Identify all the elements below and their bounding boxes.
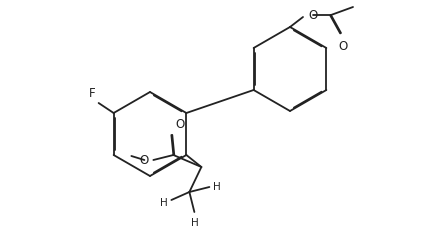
Text: H: H <box>213 181 221 191</box>
Text: O: O <box>338 40 347 53</box>
Text: H: H <box>160 197 167 207</box>
Text: O: O <box>175 118 184 131</box>
Text: F: F <box>89 87 96 100</box>
Text: O: O <box>308 9 317 22</box>
Text: O: O <box>139 154 148 167</box>
Text: H: H <box>191 217 199 227</box>
